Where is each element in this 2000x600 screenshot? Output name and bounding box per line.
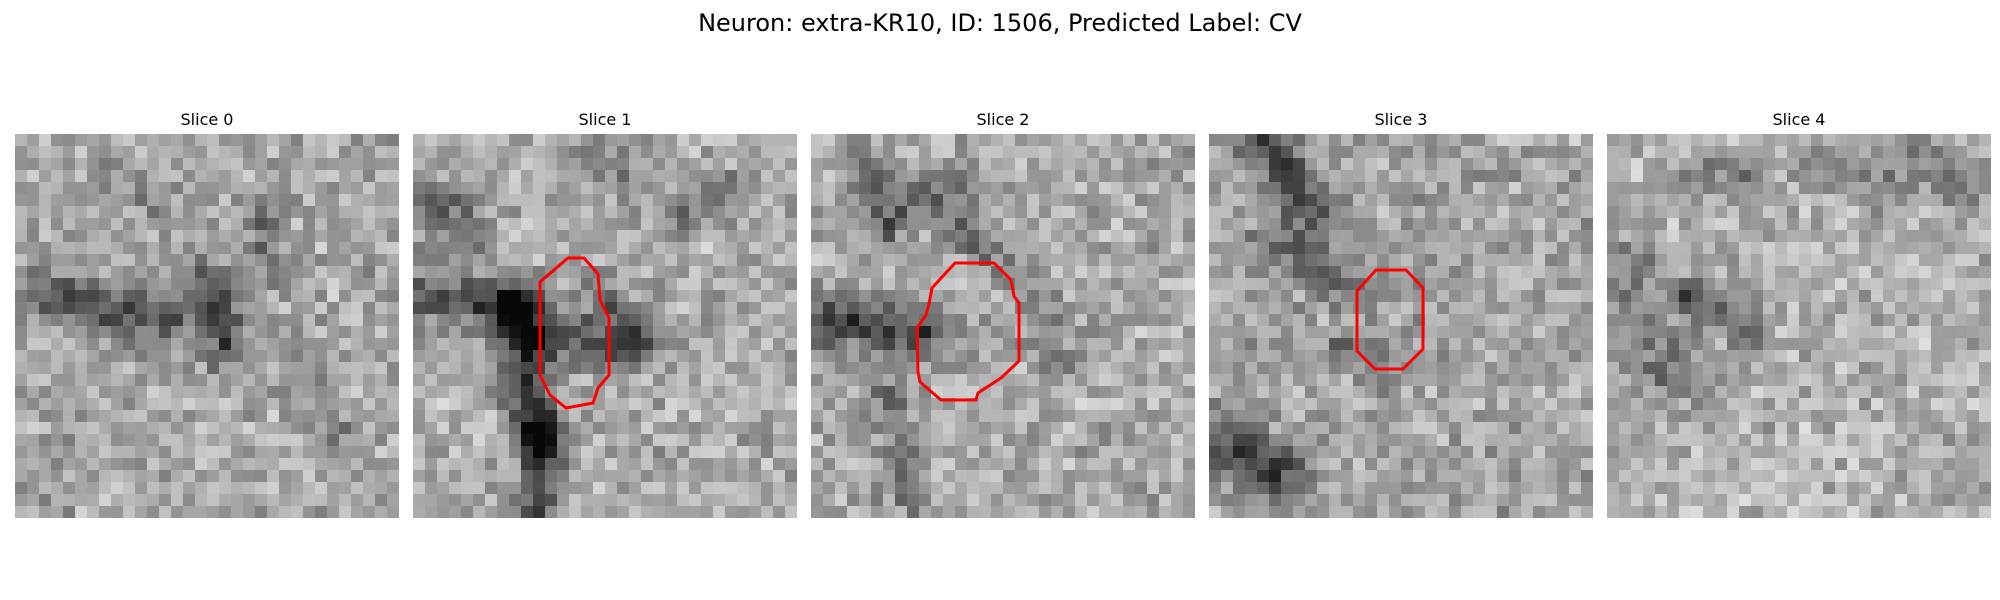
slice-image <box>413 134 797 518</box>
slice-title: Slice 2 <box>811 108 1195 132</box>
slice-panel-3: Slice 3 <box>1209 108 1593 528</box>
slice-title: Slice 3 <box>1209 108 1593 132</box>
slice-title: Slice 4 <box>1607 108 1991 132</box>
figure-title: Neuron: extra-KR10, ID: 1506, Predicted … <box>0 6 2000 40</box>
slice-image <box>811 134 1195 518</box>
slice-panel-2: Slice 2 <box>811 108 1195 528</box>
slice-title: Slice 1 <box>413 108 797 132</box>
slice-panel-4: Slice 4 <box>1607 108 1991 528</box>
slice-image <box>15 134 399 518</box>
slice-image <box>1209 134 1593 518</box>
slice-image <box>1607 134 1991 518</box>
slice-panel-1: Slice 1 <box>413 108 797 528</box>
slice-title: Slice 0 <box>15 108 399 132</box>
slice-panel-0: Slice 0 <box>15 108 399 528</box>
